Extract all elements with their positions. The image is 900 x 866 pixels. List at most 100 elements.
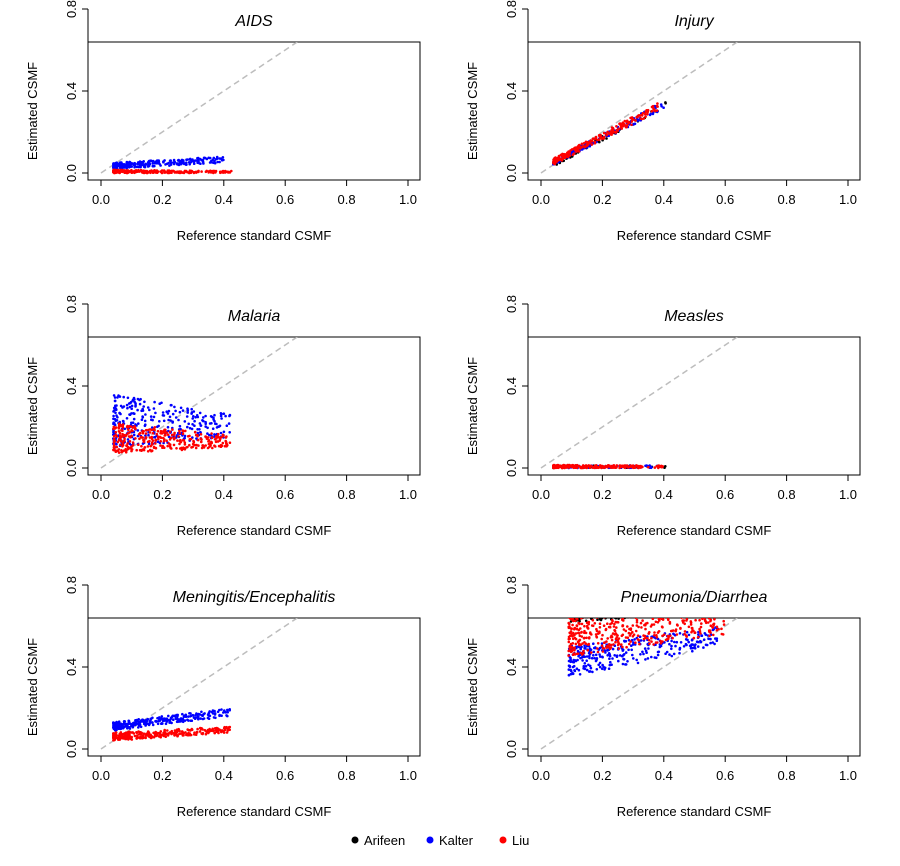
data-point <box>148 169 152 173</box>
data-point <box>631 118 634 121</box>
data-point <box>720 627 723 631</box>
data-point <box>624 663 628 666</box>
data-point <box>151 164 155 168</box>
data-point <box>705 614 708 617</box>
data-point <box>655 634 658 637</box>
data-point <box>580 142 584 146</box>
data-point <box>167 718 170 722</box>
data-point <box>611 647 615 651</box>
data-point <box>651 112 655 116</box>
data-point <box>177 171 180 174</box>
data-point <box>117 430 121 433</box>
series-liu <box>112 168 233 175</box>
data-point <box>605 646 608 649</box>
data-point <box>575 652 579 656</box>
data-point <box>114 171 117 174</box>
data-point <box>591 606 594 609</box>
data-point <box>571 600 574 603</box>
data-point <box>571 608 574 611</box>
data-point <box>607 625 611 629</box>
data-point <box>563 156 567 159</box>
data-point <box>191 159 195 163</box>
data-point <box>195 414 199 417</box>
data-point <box>644 606 647 609</box>
data-point <box>154 171 157 174</box>
data-point <box>604 594 607 597</box>
data-point <box>638 609 641 612</box>
data-point <box>682 645 686 648</box>
data-point <box>636 610 639 613</box>
data-point <box>615 626 618 629</box>
data-point <box>558 464 562 468</box>
data-point <box>151 723 155 727</box>
data-point <box>604 603 607 606</box>
data-point <box>642 611 645 614</box>
data-point <box>697 633 700 636</box>
data-point <box>567 640 571 644</box>
data-point <box>125 737 128 741</box>
data-point <box>610 603 613 606</box>
data-point <box>591 594 594 597</box>
data-point <box>572 612 575 615</box>
x-tick-label: 0.6 <box>716 487 734 502</box>
data-point <box>224 711 227 714</box>
data-point <box>122 163 126 167</box>
data-point <box>610 663 613 666</box>
data-point <box>682 613 685 616</box>
data-point <box>626 660 629 663</box>
data-point <box>130 738 134 741</box>
data-point <box>227 422 231 425</box>
data-point <box>598 626 602 629</box>
x-tick-label: 0.8 <box>338 192 356 207</box>
data-point <box>113 437 116 441</box>
data-point <box>572 598 575 601</box>
data-point <box>699 639 702 643</box>
data-point <box>176 734 179 737</box>
data-point <box>144 162 147 166</box>
data-point <box>127 432 130 435</box>
data-point <box>580 622 584 626</box>
data-point <box>635 624 639 627</box>
data-point <box>600 667 604 671</box>
data-point <box>194 716 197 720</box>
data-point <box>208 711 211 714</box>
data-point <box>644 627 647 631</box>
data-point <box>614 640 617 644</box>
data-point <box>115 442 118 446</box>
data-point <box>202 416 205 419</box>
data-point <box>615 654 619 657</box>
x-tick-label: 0.6 <box>276 487 294 502</box>
data-point <box>720 607 723 610</box>
x-tick-label: 1.0 <box>399 768 417 783</box>
data-point <box>616 597 619 600</box>
data-point <box>121 450 124 453</box>
data-point <box>167 418 170 422</box>
data-point <box>631 635 635 638</box>
data-point <box>134 719 137 722</box>
data-point <box>189 729 192 732</box>
data-point <box>628 634 632 637</box>
data-point <box>601 633 604 637</box>
data-point <box>170 436 173 440</box>
data-point <box>112 448 115 452</box>
data-point <box>136 408 139 412</box>
data-point <box>691 613 694 616</box>
data-point <box>179 719 183 723</box>
x-tick-label: 0.6 <box>716 192 734 207</box>
data-point <box>717 611 720 614</box>
data-point <box>583 612 586 615</box>
data-point <box>112 425 116 429</box>
data-point <box>576 595 579 598</box>
data-point <box>200 714 204 717</box>
data-point <box>116 396 119 399</box>
data-point <box>140 720 144 723</box>
data-point <box>610 133 613 136</box>
data-point <box>603 641 606 644</box>
data-point <box>144 432 148 435</box>
data-point <box>225 714 228 717</box>
data-point <box>113 399 117 403</box>
data-point <box>147 731 151 734</box>
data-point <box>595 658 598 661</box>
data-point <box>569 609 572 612</box>
data-point <box>614 601 617 604</box>
